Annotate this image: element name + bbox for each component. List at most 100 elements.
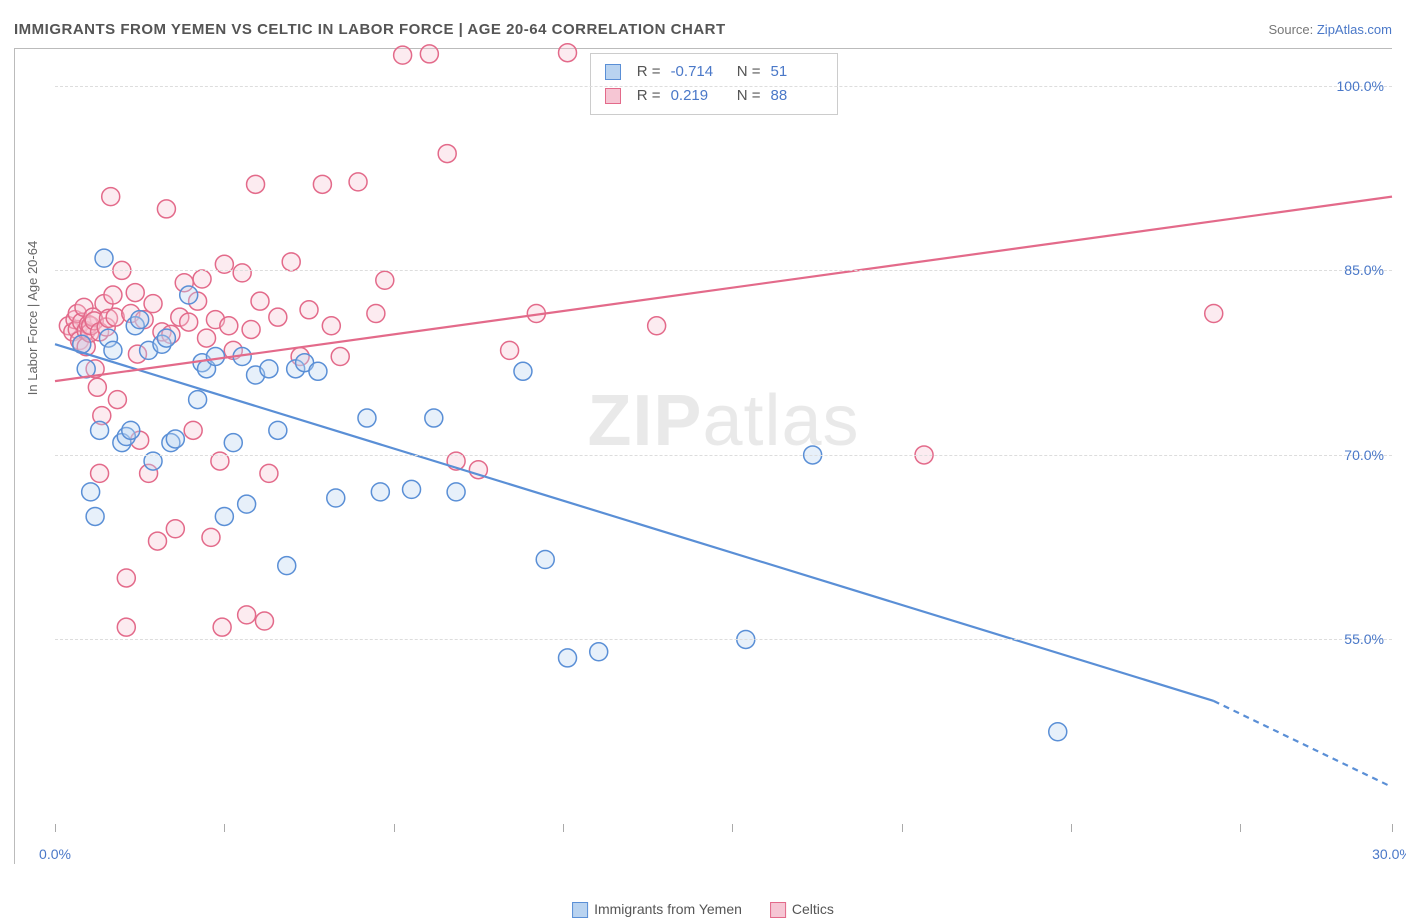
data-point: [559, 649, 577, 667]
x-tick: [902, 824, 903, 832]
data-point: [117, 569, 135, 587]
y-tick-label: 55.0%: [1344, 631, 1384, 647]
data-point: [157, 329, 175, 347]
x-tick: [55, 824, 56, 832]
data-point: [104, 341, 122, 359]
data-point: [95, 249, 113, 267]
data-point: [202, 528, 220, 546]
data-point: [447, 483, 465, 501]
data-point: [144, 295, 162, 313]
legend-row: R = 0.219 N = 88: [605, 84, 823, 108]
x-tick: [563, 824, 564, 832]
data-point: [117, 618, 135, 636]
data-point: [122, 421, 140, 439]
data-point: [131, 311, 149, 329]
x-tick: [732, 824, 733, 832]
legend-r-value: -0.714: [671, 60, 723, 84]
y-tick-label: 85.0%: [1344, 262, 1384, 278]
data-point: [184, 421, 202, 439]
y-tick-label: 100.0%: [1337, 78, 1384, 94]
legend-n-label: N =: [733, 84, 761, 108]
data-point: [300, 301, 318, 319]
data-point: [394, 46, 412, 64]
data-point: [238, 606, 256, 624]
data-point: [88, 378, 106, 396]
data-point: [166, 430, 184, 448]
legend-item-yemen: Immigrants from Yemen: [572, 901, 742, 918]
data-point: [91, 421, 109, 439]
data-point: [438, 145, 456, 163]
chart-area: In Labor Force | Age 20-64 ZIPatlas R = …: [14, 48, 1392, 864]
legend-r-label: R =: [637, 60, 661, 84]
data-point: [376, 271, 394, 289]
data-point: [331, 348, 349, 366]
data-point: [403, 480, 421, 498]
legend-n-value: 88: [771, 84, 823, 108]
data-point: [255, 612, 273, 630]
data-point: [91, 464, 109, 482]
data-point: [425, 409, 443, 427]
data-point: [189, 391, 207, 409]
x-tick: [1392, 824, 1393, 832]
y-axis-label: In Labor Force | Age 20-64: [25, 240, 40, 394]
x-tick: [1071, 824, 1072, 832]
data-point: [149, 532, 167, 550]
data-point: [358, 409, 376, 427]
legend-n-label: N =: [733, 60, 761, 84]
plot-svg: [55, 49, 1392, 824]
data-point: [1205, 304, 1223, 322]
data-point: [269, 421, 287, 439]
data-point: [213, 618, 231, 636]
data-point: [215, 507, 233, 525]
data-point: [86, 507, 104, 525]
data-point: [260, 464, 278, 482]
legend-row: R = -0.714 N = 51: [605, 60, 823, 84]
data-point: [1049, 723, 1067, 741]
gridline: [55, 455, 1392, 456]
data-point: [238, 495, 256, 513]
legend-swatch: [605, 88, 621, 104]
data-point: [282, 253, 300, 271]
data-point: [313, 175, 331, 193]
data-point: [590, 643, 608, 661]
data-point: [242, 320, 260, 338]
data-point: [278, 557, 296, 575]
data-point: [269, 308, 287, 326]
source-link[interactable]: ZipAtlas.com: [1317, 22, 1392, 37]
data-point: [420, 45, 438, 63]
legend-item-celtics: Celtics: [770, 901, 834, 918]
x-tick: [1240, 824, 1241, 832]
source-prefix: Source:: [1268, 22, 1316, 37]
series-legend: Immigrants from Yemen Celtics: [572, 901, 834, 918]
data-point: [126, 284, 144, 302]
data-point: [260, 360, 278, 378]
legend-swatch-yemen: [572, 902, 588, 918]
gridline: [55, 86, 1392, 87]
legend-label-yemen: Immigrants from Yemen: [594, 901, 742, 917]
y-tick-label: 70.0%: [1344, 447, 1384, 463]
chart-title: IMMIGRANTS FROM YEMEN VS CELTIC IN LABOR…: [14, 21, 726, 38]
legend-n-value: 51: [771, 60, 823, 84]
source-attribution: Source: ZipAtlas.com: [1268, 22, 1392, 37]
data-point: [536, 551, 554, 569]
x-axis: 0.0%30.0%: [55, 824, 1392, 864]
legend-label-celtics: Celtics: [792, 901, 834, 917]
legend-r-value: 0.219: [671, 84, 723, 108]
data-point: [367, 304, 385, 322]
data-point: [322, 317, 340, 335]
x-tick-label-right: 30.0%: [1372, 846, 1406, 862]
data-point: [82, 483, 100, 501]
data-point: [104, 286, 122, 304]
data-point: [198, 329, 216, 347]
data-point: [349, 173, 367, 191]
gridline: [55, 270, 1392, 271]
gridline: [55, 639, 1392, 640]
plot-region: ZIPatlas R = -0.714 N = 51R = 0.219 N = …: [55, 49, 1392, 824]
legend-swatch: [605, 64, 621, 80]
data-point: [108, 391, 126, 409]
data-point: [648, 317, 666, 335]
data-point: [220, 317, 238, 335]
data-point: [166, 520, 184, 538]
data-point: [371, 483, 389, 501]
data-point: [559, 44, 577, 62]
